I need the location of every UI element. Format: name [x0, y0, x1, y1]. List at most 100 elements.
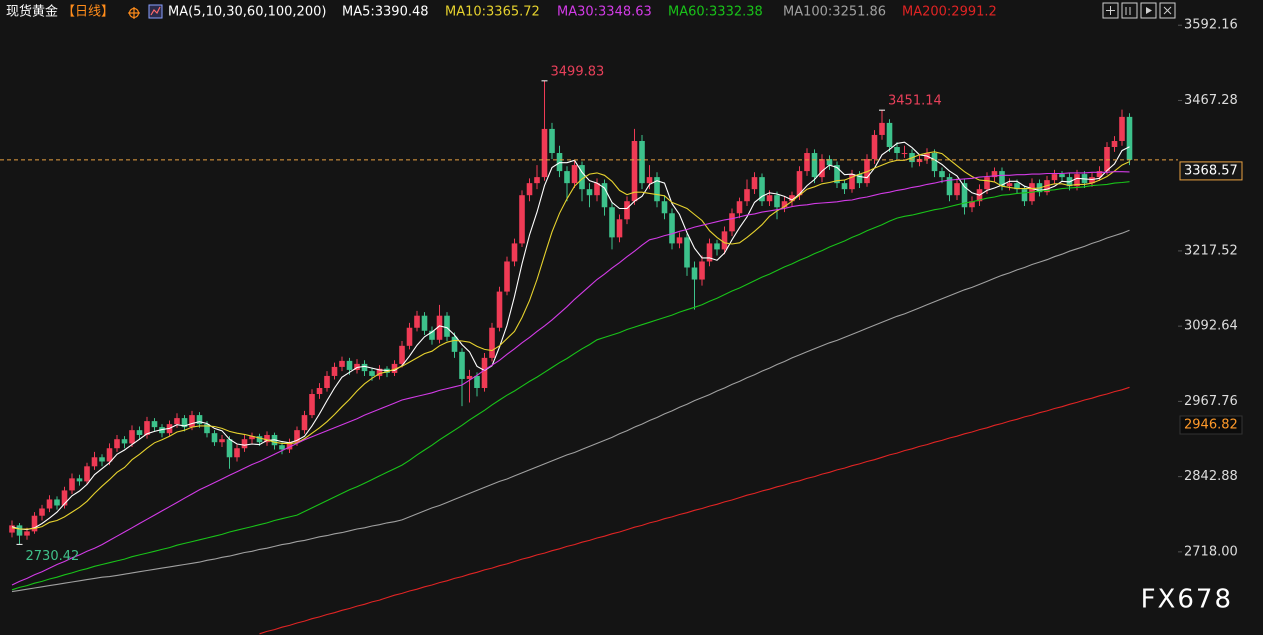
candle-body [871, 134, 878, 160]
candle-body [339, 360, 345, 367]
candle-body [1089, 177, 1095, 184]
candle-body [811, 153, 818, 178]
candle-body [1006, 183, 1013, 187]
candle-body [369, 371, 375, 376]
candle-body [1119, 116, 1125, 141]
candle-body [879, 122, 885, 135]
period-label[interactable]: 【日线】 [62, 5, 114, 20]
legend-entry: MA60:3332.38 [668, 5, 763, 20]
candle-body [631, 140, 638, 202]
candle-body [1096, 171, 1103, 178]
y-tick-label: 3592.16 [1184, 18, 1238, 33]
candle-body [376, 368, 383, 376]
ref-price-box [1179, 415, 1243, 435]
candle-body [144, 421, 150, 435]
candle-body [579, 165, 585, 190]
candle-body [766, 195, 773, 202]
candle-body [744, 189, 750, 202]
candle-body [939, 171, 945, 178]
ma-line [11, 171, 1130, 586]
candle-body [519, 195, 525, 244]
candle-body [444, 315, 450, 337]
candle-body [249, 436, 255, 440]
candle-body [826, 159, 833, 166]
candle-body [204, 424, 210, 434]
candle-body [646, 177, 653, 184]
candle-body [76, 478, 83, 482]
candle-body [639, 140, 645, 184]
tool-button[interactable] [1102, 2, 1119, 19]
candle-body [714, 243, 720, 250]
current-price-label: 3368.57 [1184, 163, 1238, 178]
candle-body [706, 243, 713, 262]
candle-body [129, 430, 135, 444]
low-annotation: 2730.42 [26, 549, 80, 564]
candle-body [421, 315, 428, 331]
candle-body [189, 415, 195, 428]
candle-body [549, 128, 555, 154]
indicator-icon[interactable] [148, 4, 163, 19]
candle-body [399, 345, 405, 364]
toolbar [1102, 2, 1176, 19]
candle-body [916, 159, 923, 163]
tool-button[interactable] [1121, 2, 1138, 19]
candle-body [286, 442, 293, 450]
candle-body [1074, 174, 1080, 187]
candle-body [234, 448, 240, 458]
candle-body [819, 159, 825, 178]
candle-body [106, 448, 113, 462]
ma-line [11, 181, 1130, 591]
candle-body [556, 153, 563, 172]
current-price-box [1179, 161, 1243, 181]
candle-body [1104, 147, 1110, 172]
tool-button[interactable] [1140, 2, 1157, 19]
candle-body [9, 525, 15, 533]
candle-body [616, 219, 623, 238]
candle-body [796, 171, 803, 196]
legend-entry: MA5:3390.48 [342, 5, 429, 20]
candle-body [196, 415, 203, 425]
candle-body [496, 291, 503, 328]
candle-body [61, 490, 68, 506]
candle-body [504, 261, 510, 292]
candle-body [999, 171, 1005, 187]
candle-body [46, 499, 53, 509]
candle-body [564, 171, 570, 184]
candle-body [841, 183, 848, 190]
watermark: FX678 [1141, 585, 1233, 615]
candle-body [969, 201, 975, 208]
candle-body [459, 351, 465, 379]
candle-body [886, 122, 893, 148]
candle-body [669, 213, 675, 244]
candle-body [594, 183, 600, 196]
candle-body [151, 421, 158, 428]
candle-body [759, 177, 765, 202]
candle-body [1059, 174, 1065, 178]
candle-body [699, 261, 705, 280]
candle-body [429, 330, 435, 340]
candle-body [931, 153, 938, 172]
candle-body [661, 201, 668, 214]
candle-body [856, 174, 863, 184]
candle-body [789, 195, 795, 202]
candle-body [24, 531, 30, 536]
tool-button[interactable] [1159, 2, 1176, 19]
candle-body [264, 434, 270, 443]
candle-body [174, 418, 180, 425]
candle-body [451, 336, 458, 352]
candle-body [526, 183, 533, 196]
candle-body [721, 231, 728, 250]
y-tick-label: 3217.52 [1184, 243, 1238, 258]
candle-body [16, 525, 23, 536]
candle-body [414, 315, 420, 328]
candle-body [781, 201, 788, 208]
candle-body [511, 243, 518, 262]
add-icon[interactable] [128, 7, 140, 19]
candle-body [804, 153, 810, 172]
plot-area [9, 80, 1133, 635]
candle-body [729, 213, 735, 232]
legend-entry: MA10:3365.72 [445, 5, 540, 20]
candle-body [91, 457, 98, 467]
ma-line [11, 151, 1130, 530]
